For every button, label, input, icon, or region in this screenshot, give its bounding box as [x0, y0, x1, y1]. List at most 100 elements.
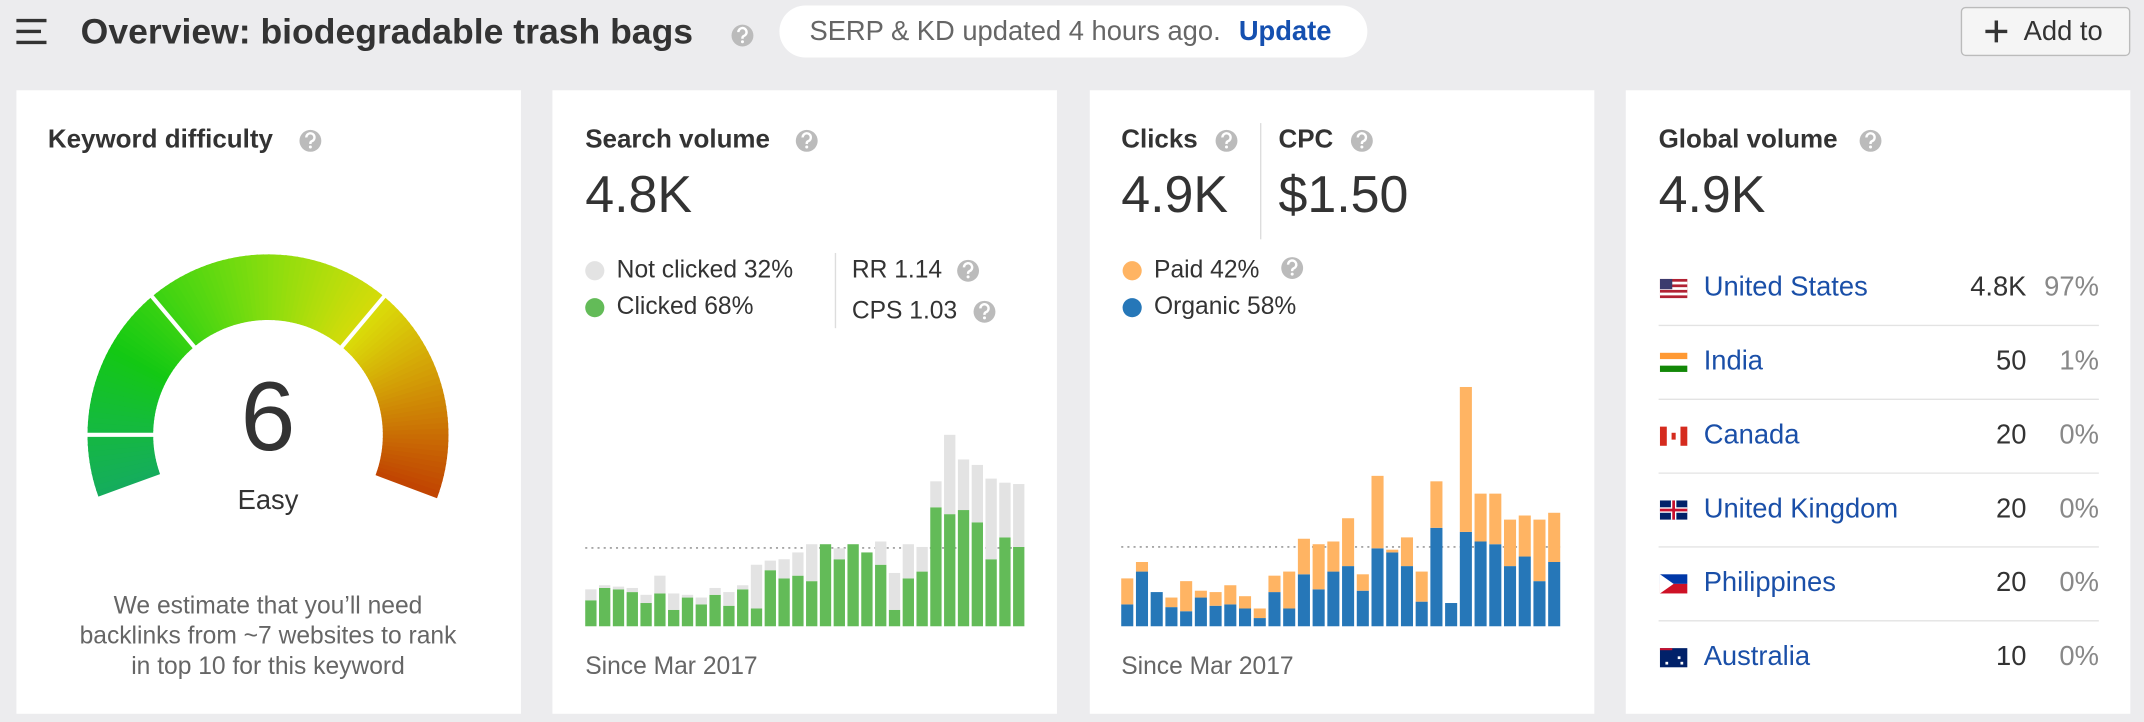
gauge-segment [88, 448, 155, 464]
bar [1474, 541, 1487, 627]
bar [1548, 512, 1561, 562]
country-volume: 20 [1996, 418, 2026, 449]
bar [599, 587, 611, 627]
legend-share: 32% [744, 256, 793, 283]
bar [888, 572, 901, 610]
bar [1283, 608, 1296, 627]
bar [930, 507, 942, 627]
gauge-segment [342, 297, 391, 351]
bar [1297, 574, 1310, 627]
bar [806, 581, 818, 627]
bar [1400, 537, 1414, 567]
help-glyph [1865, 132, 1876, 145]
bar [1224, 604, 1237, 627]
legend-share: 68% [704, 293, 753, 320]
gauge-segment [327, 280, 368, 340]
help-glyph [1221, 132, 1232, 145]
country-link[interactable]: India [1704, 345, 1764, 376]
country-volume: 20 [1996, 566, 2026, 597]
country-link[interactable]: United Kingdom [1704, 492, 1898, 523]
gauge-segment [155, 289, 201, 345]
bar [1013, 546, 1025, 627]
update-link[interactable]: Update [1239, 15, 1332, 46]
legend-label: Organic [1154, 293, 1240, 320]
clicks-card: Clicks CPC 4.9K $1.50 Since Mar 2017 Pai… [1089, 90, 1595, 714]
global-volume-card: Global volume 4.9K United States 4.8K 97% I… [1625, 90, 2131, 714]
country-link[interactable]: Australia [1704, 640, 1811, 671]
flag [1659, 287, 1688, 290]
flag [1659, 352, 1688, 360]
country-link[interactable]: Canada [1704, 418, 1801, 449]
gauge-segment [381, 405, 448, 421]
bar [1400, 566, 1414, 627]
help-dot [1290, 272, 1294, 276]
flag [1671, 432, 1676, 440]
gauge-segment [195, 266, 226, 330]
bar [902, 578, 914, 627]
country-link[interactable]: Philippines [1704, 566, 1836, 597]
gauge-segment [374, 366, 438, 396]
add-button-label[interactable]: Add to [2024, 15, 2103, 46]
add-button[interactable] [1960, 6, 2131, 57]
bar [971, 464, 983, 523]
gauge-tick [338, 293, 388, 351]
bar [1430, 527, 1443, 627]
bar [778, 578, 790, 627]
flag [1659, 278, 1673, 290]
gauge-segment [91, 458, 157, 481]
flag [1680, 661, 1684, 665]
bar [1459, 531, 1472, 627]
gauge-segment [179, 273, 216, 335]
bar [971, 522, 983, 627]
bar [1356, 590, 1369, 627]
search-volume-card: Search volume 4.8K RR 1.14 CPS 1.03 Sinc… [552, 90, 1057, 714]
help-glyph [305, 132, 316, 145]
menu-icon[interactable] [16, 18, 47, 45]
bar [654, 593, 666, 627]
bar [833, 559, 845, 627]
kd-note: We estimate that you’ll need [114, 593, 423, 620]
bar [1371, 475, 1384, 549]
bar [819, 544, 832, 627]
bar [1342, 566, 1355, 627]
bar [1297, 538, 1310, 575]
bar [806, 544, 818, 582]
bar [640, 603, 652, 627]
country-link[interactable]: United States [1704, 271, 1868, 302]
gauge-segment [239, 255, 255, 322]
bar [723, 592, 735, 606]
gauge-segment [130, 312, 184, 361]
bar [999, 537, 1011, 627]
page-title: Overview: biodegradable trash bags [81, 12, 693, 52]
help-glyph [962, 261, 974, 274]
country-share: 0% [2059, 566, 2099, 597]
gauge-segment [330, 283, 373, 342]
gauge-segment [350, 309, 403, 359]
bar [640, 594, 652, 604]
gauge-segment [364, 336, 424, 377]
bar [668, 593, 680, 610]
legend-share: 58% [1247, 293, 1296, 320]
bar [764, 570, 776, 627]
bar [1489, 544, 1502, 627]
help-dot [1225, 145, 1229, 149]
gauge-segment [369, 351, 432, 386]
gauge-segment [134, 307, 187, 358]
flag [1659, 574, 1674, 594]
gauge-segment [355, 317, 411, 364]
bar [737, 585, 749, 590]
help-glyph [1286, 259, 1298, 272]
kd-card: Keyword difficulty 6 Easy We estimate th… [16, 90, 521, 714]
bar [1474, 493, 1487, 542]
gauge-segment [314, 269, 348, 332]
gauge-segment [382, 428, 449, 437]
bar [916, 571, 928, 627]
legend-share: 42% [1210, 256, 1259, 283]
bar [1386, 549, 1399, 553]
gauge-segment [376, 377, 442, 403]
gauge-tick [148, 293, 198, 351]
gauge-segment [160, 285, 204, 343]
country-share: 1% [2059, 345, 2099, 376]
gauge-segment [120, 325, 177, 369]
card-title: Search volume [585, 124, 770, 154]
